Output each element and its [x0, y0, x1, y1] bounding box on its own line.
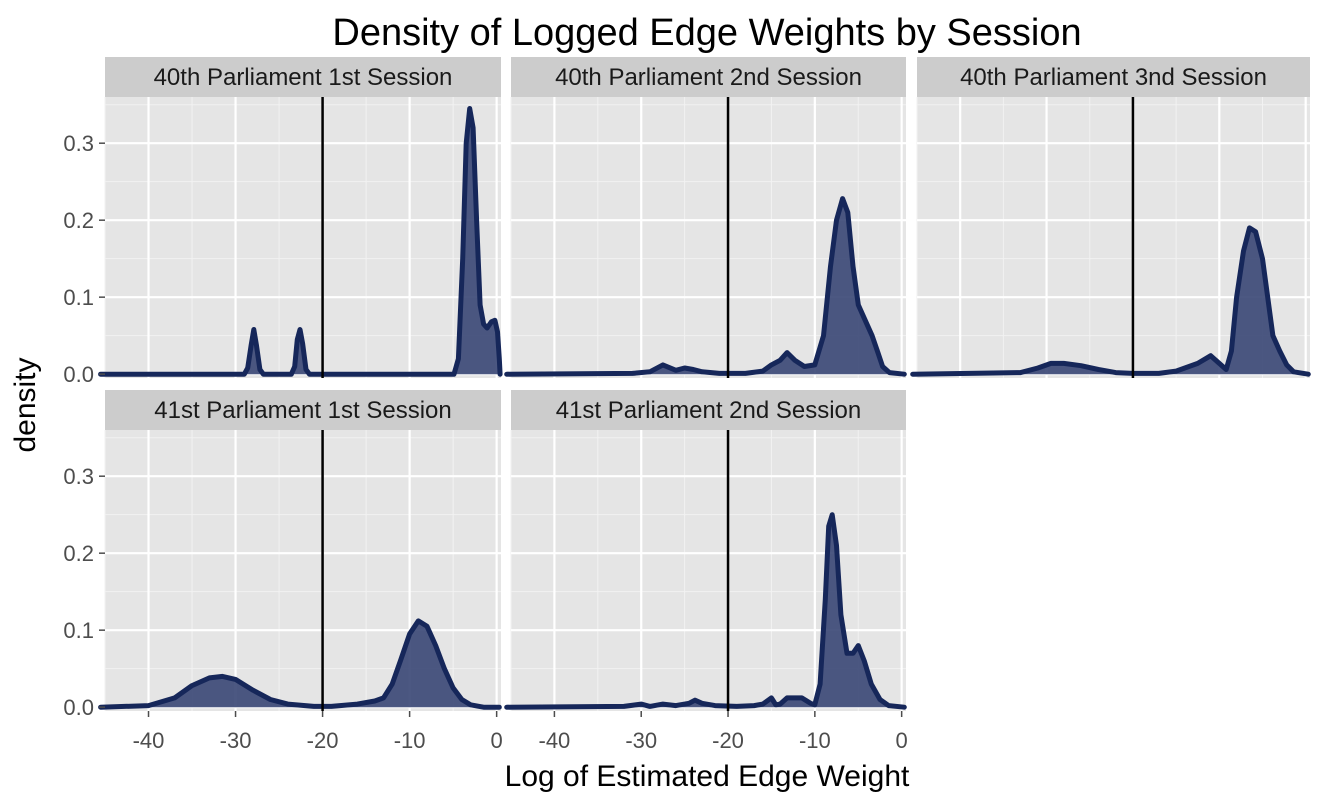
facet-strip: [511, 57, 906, 97]
x-tick-label: -20: [307, 728, 339, 753]
facet-strip-label: 40th Parliament 3nd Session: [960, 64, 1267, 91]
density-area: [506, 198, 905, 375]
facet-strip-label: 40th Parliament 1st Session: [154, 64, 453, 91]
axes: 0.0 0.1 0.2 0.3 0.0 0.1 0.2 0.3 -40 -30 -20 -10 0 -40…: [63, 131, 907, 753]
facet-panel: 41st Parliament 1st Session: [98, 390, 502, 711]
facet-strip-label: 41st Parliament 2nd Session: [556, 397, 862, 424]
x-tick-label: -30: [220, 728, 252, 753]
facet-panel: 40th Parliament 2nd Session: [504, 57, 907, 378]
facet-panel: 40th Parliament 3nd Session: [910, 57, 1311, 378]
y-tick-label: 0.2: [63, 208, 94, 233]
x-tick-label: -40: [539, 728, 571, 753]
x-tick-label: 0: [896, 728, 908, 753]
y-tick-label: 0.1: [63, 618, 94, 643]
y-tick-label: 0.1: [63, 285, 94, 310]
density-area: [100, 620, 500, 708]
x-tick-label: -20: [712, 728, 744, 753]
x-axis-title: Log of Estimated Edge Weight: [505, 760, 910, 793]
x-tick-label: -40: [133, 728, 165, 753]
y-tick-label: 0.0: [63, 695, 94, 720]
facet-panel: 40th Parliament 1st Session: [98, 57, 503, 378]
density-line: [504, 512, 907, 710]
y-tick-label: 0.3: [63, 131, 94, 156]
density-line: [98, 106, 503, 377]
y-axis-title: density: [9, 357, 42, 452]
density-area: [912, 227, 1309, 375]
facet-strip: [917, 57, 1310, 97]
x-tick-label: -30: [625, 728, 657, 753]
y-tick-label: 0.0: [63, 362, 94, 387]
y-tick-label: 0.2: [63, 541, 94, 566]
facet-strip-label: 41st Parliament 1st Session: [154, 397, 451, 424]
density-line: [910, 225, 1311, 377]
facet-strip: [511, 390, 906, 430]
facet-strip: [105, 57, 501, 97]
facet-panel: 41st Parliament 2nd Session: [504, 390, 907, 711]
y-tick-label: 0.3: [63, 464, 94, 489]
facet-strip-label: 40th Parliament 2nd Session: [555, 64, 862, 91]
x-tick-label: -10: [799, 728, 831, 753]
x-tick-label: 0: [491, 728, 503, 753]
x-tick-label: -10: [394, 728, 426, 753]
chart-title: Density of Logged Edge Weights by Sessio…: [332, 12, 1081, 54]
density-line: [504, 196, 907, 377]
facet-panels: 40th Parliament 1st Session 40th Parliame…: [98, 57, 1311, 711]
density-line: [98, 618, 502, 710]
facet-strip: [105, 390, 501, 430]
